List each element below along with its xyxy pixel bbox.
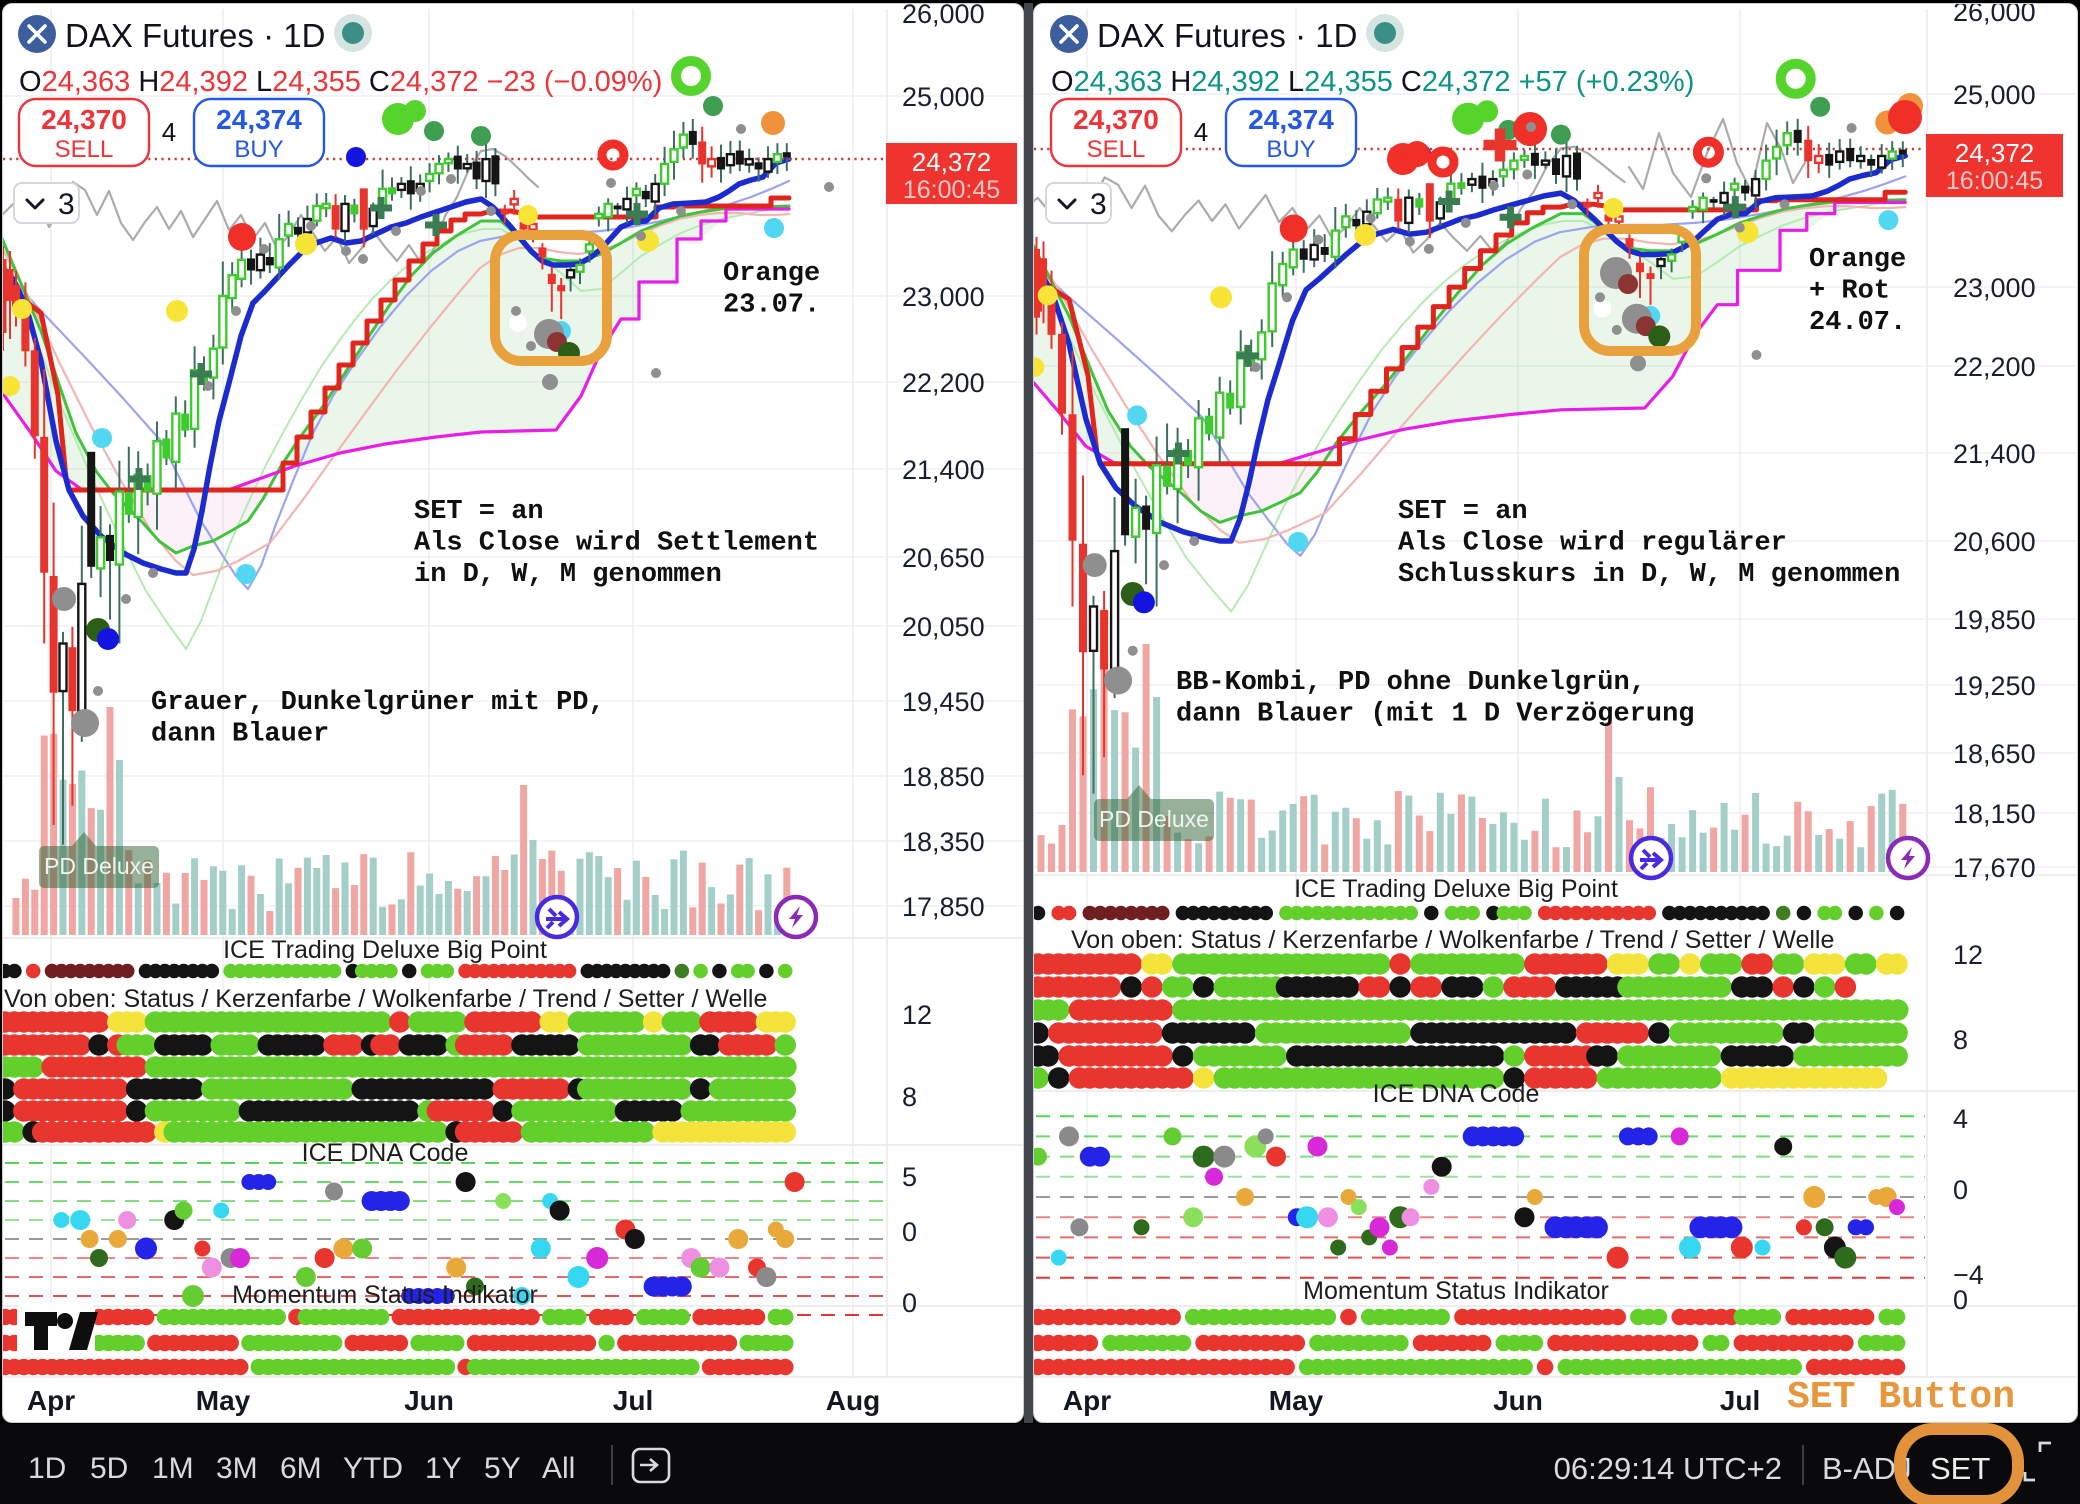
svg-text:25,000: 25,000 [1953, 80, 2036, 110]
svg-text:Jul: Jul [613, 1385, 653, 1416]
svg-text:Momentum Status Indikator: Momentum Status Indikator [1303, 1277, 1609, 1305]
svg-text:23.07.: 23.07. [723, 291, 820, 321]
svg-text:ICE DNA Code: ICE DNA Code [1373, 1080, 1540, 1108]
svg-text:24,370: 24,370 [41, 104, 127, 135]
svg-text:Schlusskurs in D, W, M genomme: Schlusskurs in D, W, M genommen [1398, 560, 1900, 590]
svg-text:PD Deluxe: PD Deluxe [44, 853, 154, 879]
svg-text:May: May [1269, 1385, 1324, 1416]
svg-text:19,250: 19,250 [1953, 671, 2036, 701]
svg-text:BUY: BUY [234, 136, 283, 163]
svg-text:0: 0 [902, 1217, 917, 1247]
svg-text:5: 5 [902, 1162, 917, 1192]
svg-text:Jul: Jul [1720, 1385, 1760, 1416]
svg-text:20,650: 20,650 [902, 543, 985, 573]
svg-text:0: 0 [1953, 1175, 1968, 1205]
svg-text:dann Blauer (mit 1 D Verzögeru: dann Blauer (mit 1 D Verzögerung [1176, 700, 1694, 730]
svg-text:4: 4 [162, 117, 176, 147]
svg-text:O24,363 H24,392 L24,355 C24,37: O24,363 H24,392 L24,355 C24,372 +57 (+0.… [1051, 66, 1694, 98]
svg-text:12: 12 [902, 1000, 932, 1030]
svg-text:Als Close wird regulärer: Als Close wird regulärer [1398, 529, 1787, 559]
svg-text:Orange: Orange [1809, 245, 1906, 275]
svg-text:26,000: 26,000 [1953, 4, 2036, 27]
svg-text:20,050: 20,050 [902, 612, 985, 642]
svg-text:SELL: SELL [55, 136, 114, 163]
svg-text:Apr: Apr [27, 1385, 75, 1416]
svg-text:26,000: 26,000 [902, 4, 985, 29]
svg-text:SET = an: SET = an [1398, 497, 1528, 527]
svg-text:4: 4 [1953, 1104, 1968, 1134]
svg-text:SELL: SELL [1087, 136, 1146, 163]
svg-text:Von oben: Status / Kerzenfarbe: Von oben: Status / Kerzenfarbe / Wolkenf… [4, 985, 767, 1013]
svg-text:24,372: 24,372 [1955, 138, 2035, 168]
svg-text:21,400: 21,400 [1953, 439, 2036, 469]
svg-text:16:00:45: 16:00:45 [1946, 167, 2043, 195]
svg-text:24.07.: 24.07. [1809, 308, 1906, 338]
svg-text:BB-Kombi, PD ohne Dunkelgrün,: BB-Kombi, PD ohne Dunkelgrün, [1176, 668, 1646, 698]
svg-text:18,650: 18,650 [1953, 739, 2036, 769]
svg-text:18,850: 18,850 [902, 762, 985, 792]
svg-text:May: May [196, 1385, 251, 1416]
svg-text:DAX Futures · 1D: DAX Futures · 1D [65, 17, 325, 54]
svg-text:Von oben: Status / Kerzenfarbe: Von oben: Status / Kerzenfarbe / Wolkenf… [1071, 926, 1834, 954]
svg-text:21,400: 21,400 [902, 455, 985, 485]
svg-text:22,200: 22,200 [1953, 352, 2036, 382]
svg-text:18,350: 18,350 [902, 827, 985, 857]
svg-text:19,450: 19,450 [902, 687, 985, 717]
svg-text:23,000: 23,000 [902, 282, 985, 312]
svg-text:3: 3 [58, 188, 75, 221]
svg-text:Grauer, Dunkelgrüner mit PD,: Grauer, Dunkelgrüner mit PD, [151, 688, 605, 718]
svg-text:23,000: 23,000 [1953, 273, 2036, 303]
svg-text:O24,363 H24,392 L24,355 C24,37: O24,363 H24,392 L24,355 C24,372 −23 (−0.… [19, 66, 662, 98]
svg-text:24,370: 24,370 [1073, 104, 1159, 135]
svg-text:Jun: Jun [1493, 1385, 1543, 1416]
svg-text:8: 8 [902, 1082, 917, 1112]
svg-text:dann Blauer: dann Blauer [151, 720, 329, 750]
svg-text:in D, W, M genommen: in D, W, M genommen [414, 560, 722, 590]
svg-text:0: 0 [1953, 1285, 1968, 1315]
svg-text:ICE Trading Deluxe Big Point: ICE Trading Deluxe Big Point [223, 936, 547, 964]
svg-text:BUY: BUY [1266, 136, 1315, 163]
svg-text:3: 3 [1090, 188, 1107, 221]
svg-text:8: 8 [1953, 1025, 1968, 1055]
svg-text:24,374: 24,374 [1248, 104, 1334, 135]
svg-text:22,200: 22,200 [902, 368, 985, 398]
svg-text:0: 0 [902, 1288, 917, 1318]
svg-text:17,850: 17,850 [902, 892, 985, 922]
svg-text:Als Close wird Settlement: Als Close wird Settlement [414, 529, 819, 559]
svg-text:PD Deluxe: PD Deluxe [1099, 806, 1209, 832]
svg-text:18,150: 18,150 [1953, 799, 2036, 829]
svg-text:19,850: 19,850 [1953, 605, 2036, 635]
svg-text:24,374: 24,374 [216, 104, 302, 135]
svg-text:24,372: 24,372 [912, 147, 992, 177]
svg-text:−4: −4 [1953, 1260, 1984, 1290]
svg-text:12: 12 [1953, 940, 1983, 970]
svg-text:DAX Futures · 1D: DAX Futures · 1D [1097, 17, 1357, 54]
svg-text:4: 4 [1194, 117, 1208, 147]
svg-text:Orange: Orange [723, 259, 820, 289]
svg-text:Momentum Status Indikator: Momentum Status Indikator [232, 1281, 538, 1309]
svg-text:+ Rot: + Rot [1809, 277, 1890, 307]
svg-text:25,000: 25,000 [902, 82, 985, 112]
svg-text:17,670: 17,670 [1953, 853, 2036, 883]
svg-text:SET = an: SET = an [414, 497, 544, 527]
svg-text:20,600: 20,600 [1953, 527, 2036, 557]
svg-text:Jun: Jun [404, 1385, 454, 1416]
svg-text:SET Button: SET Button [1787, 1376, 2015, 1419]
svg-text:Apr: Apr [1063, 1385, 1111, 1416]
svg-text:16:00:45: 16:00:45 [903, 176, 1000, 204]
svg-text:Aug: Aug [826, 1385, 880, 1416]
svg-text:ICE Trading Deluxe Big Point: ICE Trading Deluxe Big Point [1294, 875, 1618, 903]
